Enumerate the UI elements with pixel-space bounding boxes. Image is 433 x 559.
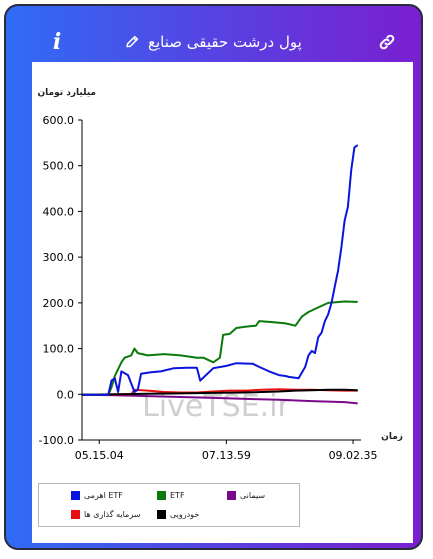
series-line <box>82 300 358 396</box>
y-tick-label: 200.0 <box>43 297 75 310</box>
series-line <box>81 393 358 405</box>
y-tick-label: -100.0 <box>39 434 74 447</box>
x-tick-label: 09.02.35 <box>329 449 378 462</box>
legend-label: خودرویی <box>170 510 200 519</box>
y-tick-label: 600.0 <box>43 114 75 127</box>
link-icon[interactable] <box>377 32 397 52</box>
legend-label: اهرمی ETF <box>84 491 123 500</box>
legend-item-automotive[interactable]: خودرویی <box>157 510 199 519</box>
pencil-icon[interactable] <box>124 34 140 50</box>
series-line <box>82 144 359 396</box>
legend-label: سرمایه گذاری ها <box>84 510 141 519</box>
line-chart: میلیارد تومان زمان LiveTSE.ir 600.0 500.0… <box>37 88 403 462</box>
watermark: LiveTSE.ir <box>142 389 290 424</box>
y-tick-label: 0.0 <box>57 388 75 401</box>
legend-swatch <box>71 491 80 500</box>
legend-item-cement[interactable]: سیمانی <box>227 491 265 500</box>
legend-swatch <box>71 510 80 519</box>
y-tick-label: 500.0 <box>43 160 75 173</box>
series-line <box>81 388 358 396</box>
y-axis-label: میلیارد تومان <box>37 88 96 98</box>
x-tick-label: 07.13.59 <box>202 449 251 462</box>
chart-card: میلیارد تومان زمان LiveTSE.ir 600.0 500.0… <box>32 62 413 543</box>
y-tick-label: 400.0 <box>43 205 75 218</box>
y-tick-label: 100.0 <box>43 343 75 356</box>
legend-swatch <box>157 510 166 519</box>
app-frame: i پول درشت حقیقی صنایع میلیارد تومان زما… <box>4 4 423 550</box>
title-area: پول درشت حقیقی صنایع <box>124 28 302 56</box>
legend-swatch <box>227 491 236 500</box>
y-tick-label: 300.0 <box>43 251 75 264</box>
info-button[interactable]: i <box>52 29 62 55</box>
x-tick-label: 05.15.04 <box>75 449 124 462</box>
legend-label: سیمانی <box>240 491 266 500</box>
x-axis-label: زمان <box>381 432 403 442</box>
chart-legend: اهرمی ETF ETF سیمانی سرمایه گذاری ها خود… <box>38 483 300 527</box>
legend-swatch <box>157 491 166 500</box>
legend-item-etf[interactable]: ETF <box>157 491 185 500</box>
legend-label: ETF <box>170 491 185 500</box>
header: i پول درشت حقیقی صنایع <box>6 6 421 56</box>
page-title: پول درشت حقیقی صنایع <box>148 33 302 51</box>
legend-item-investment[interactable]: سرمایه گذاری ها <box>71 510 140 519</box>
legend-item-leveraged-etf[interactable]: اهرمی ETF <box>71 491 123 500</box>
